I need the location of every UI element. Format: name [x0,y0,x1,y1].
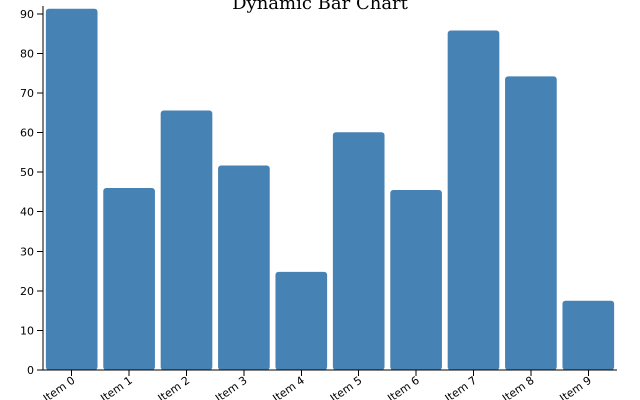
y-tick-label-20: 20 [20,285,34,298]
bar-1 [103,188,155,370]
x-tick-label-7: Item 7 [443,374,480,400]
y-tick-label-40: 40 [20,206,34,219]
x-tick-label-5: Item 5 [328,374,365,400]
x-tick-label-0: Item 0 [41,374,78,400]
bar-4 [275,271,328,370]
bar-0 [45,8,98,371]
x-tick-label-3: Item 3 [213,374,250,400]
x-axis: Item 0 Item 1 Item 2 Item 3 Item 4 Item 5 Item… [41,369,617,400]
bar-3 [218,165,270,370]
x-tick-label-6: Item 6 [385,374,422,400]
bars-group [45,8,615,371]
y-tick-label-90: 90 [20,8,34,21]
bar-8 [505,76,557,371]
chart-title: Dynamic Bar Chart [232,0,409,14]
x-tick-label-9: Item 9 [557,374,594,400]
y-tick-label-30: 30 [20,245,34,258]
x-tick-label-2: Item 2 [156,374,193,400]
bar-6 [390,189,442,370]
y-tick-label-60: 60 [20,127,34,140]
y-axis: 0 10 20 30 40 50 60 70 80 90 [20,6,44,377]
y-tick-label-50: 50 [20,166,34,179]
x-tick-label-1: Item 1 [98,374,135,400]
bar-7 [447,30,500,371]
y-tick-label-0: 0 [27,364,34,377]
x-tick-label-8: Item 8 [500,374,537,400]
bar-2 [160,110,213,370]
x-tick-label-4: Item 4 [270,374,307,400]
y-tick-label-70: 70 [20,87,34,100]
y-tick-label-80: 80 [20,47,34,60]
bar-9 [562,300,615,370]
bar-5 [332,132,385,370]
y-tick-label-10: 10 [20,324,34,337]
